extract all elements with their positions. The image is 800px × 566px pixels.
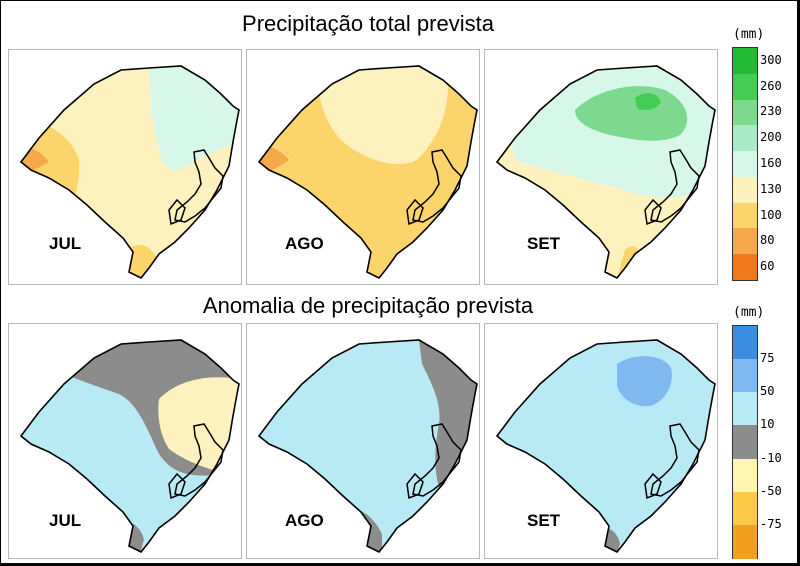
month-label-ago: AGO — [285, 234, 324, 253]
legend-tick-label: 50 — [760, 384, 775, 399]
legend-top-colorbar — [732, 47, 758, 281]
legend-swatch — [733, 125, 757, 152]
legend-top-unit: (mm) — [733, 27, 765, 42]
month-label-set-anomaly: SET — [527, 511, 561, 530]
month-label-ago-anomaly: AGO — [285, 511, 324, 530]
legend-tick-label: 200 — [760, 130, 782, 145]
legend-swatch — [733, 99, 757, 126]
legend-swatch — [733, 48, 757, 74]
map-anomaly-ago: AGO — [246, 323, 480, 559]
legend-tick-label: 130 — [760, 181, 782, 196]
legend-swatch — [733, 202, 757, 229]
legend-swatch — [733, 151, 757, 178]
legend-swatch — [733, 228, 757, 255]
map-total-ago: AGO — [246, 49, 480, 285]
month-label-jul: JUL — [49, 234, 82, 253]
legend-tick-label: 75 — [760, 351, 775, 366]
legend-swatch — [733, 491, 757, 526]
legend-tick-label: -10 — [760, 450, 782, 465]
legend-tick-label: 80 — [760, 233, 775, 248]
legend-swatch — [733, 254, 757, 281]
legend-tick-label: 100 — [760, 207, 782, 222]
legend-tick-label: -50 — [760, 483, 782, 498]
legend-swatch — [733, 458, 757, 493]
legend-bottom-colorbar — [732, 325, 758, 559]
legend-tick-label: 260 — [760, 78, 782, 93]
legend-tick-label: 230 — [760, 104, 782, 119]
month-label-set: SET — [527, 234, 561, 253]
map-total-set: SET — [484, 49, 718, 285]
legend-swatch — [733, 176, 757, 203]
title-precipitation-anomaly: Anomalia de precipitação prevista — [202, 293, 534, 318]
legend-swatch — [733, 425, 757, 460]
month-label-jul-anomaly: JUL — [49, 511, 82, 530]
map-anomaly-jul: JUL — [8, 323, 242, 559]
legend-tick-label: -75 — [760, 516, 782, 531]
legend-tick-label: 160 — [760, 156, 782, 170]
map-anomaly-set: SET — [484, 323, 718, 559]
legend-bottom-unit: (mm) — [733, 305, 765, 320]
legend-swatch — [733, 326, 757, 360]
legend-swatch — [733, 359, 757, 394]
legend-swatch — [733, 392, 757, 427]
legend-tick-label: 60 — [760, 259, 775, 274]
title-total-precipitation: Precipitação total prevista — [242, 11, 494, 36]
legend-tick-label: 300 — [760, 52, 782, 67]
legend-tick-label: 10 — [760, 417, 775, 432]
map-total-jul: JUL — [8, 49, 242, 285]
legend-swatch — [733, 73, 757, 100]
legend-swatch — [733, 524, 757, 559]
